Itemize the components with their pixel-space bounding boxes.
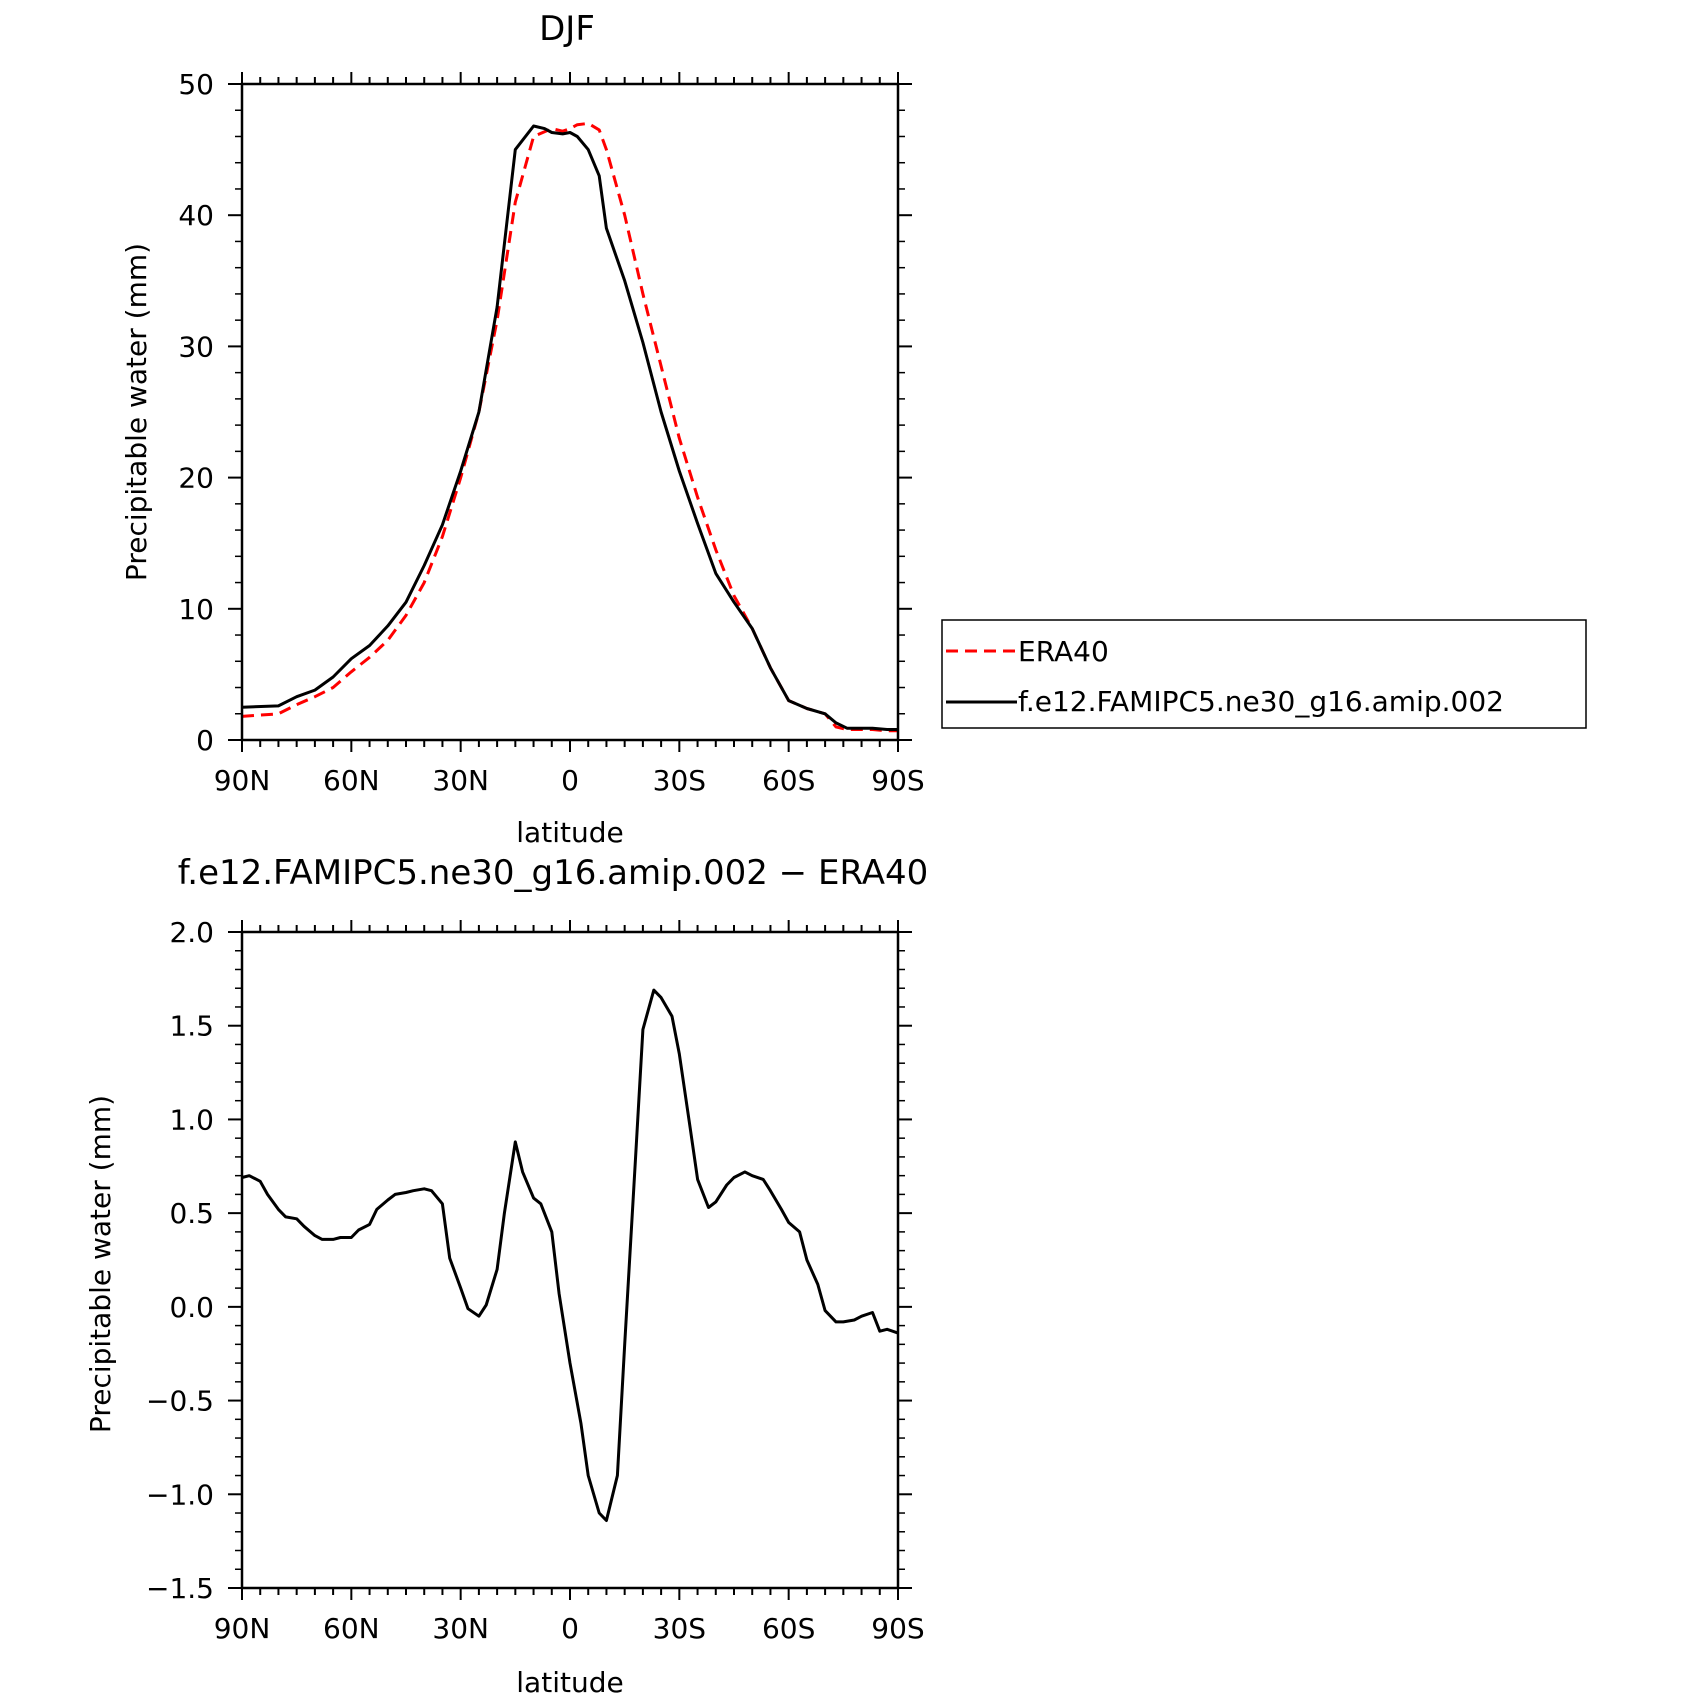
y-tick-label: 50 (178, 68, 214, 101)
x-tick-label: 60N (323, 1612, 380, 1645)
x-tick-label: 60S (762, 764, 815, 797)
legend-label-era40: ERA40 (1018, 635, 1109, 668)
y-tick-label: 0 (196, 724, 214, 757)
x-tick-label: 90S (871, 764, 924, 797)
y-tick-label: 1.5 (169, 1010, 214, 1043)
x-tick-label: 90N (214, 1612, 271, 1645)
bottom-panel-y-axis-label: Precipitable water (mm) (84, 1095, 117, 1433)
top-panel-x-axis-label: latitude (516, 816, 623, 849)
x-tick-label: 90N (214, 764, 271, 797)
y-tick-label: 20 (178, 462, 214, 495)
y-tick-label: −0.5 (146, 1385, 214, 1418)
bottom-panel-difference: f.e12.FAMIPC5.ne30_g16.amip.002 − ERA40 … (84, 853, 928, 1699)
legend-box (941, 619, 1587, 729)
y-tick-label: 30 (178, 330, 214, 363)
x-tick-label: 30N (432, 1612, 489, 1645)
y-tick-label: 2.0 (169, 916, 214, 949)
y-tick-label: 0.0 (169, 1291, 214, 1324)
y-tick-label: 40 (178, 199, 214, 232)
series-line-2 (241, 124, 898, 731)
x-tick-label: 0 (561, 764, 579, 797)
x-tick-label: 60S (762, 1612, 815, 1645)
top-panel-title: DJF (539, 9, 595, 49)
y-tick-label: 1.0 (169, 1103, 214, 1136)
x-tick-label: 90S (871, 1612, 924, 1645)
top-panel-y-tick-labels: 0 10 20 30 40 50 (178, 68, 214, 757)
top-panel-ticks (228, 72, 912, 752)
top-panel-x-tick-labels: 90N 60N 30N 0 30S 60S 90S (214, 764, 925, 797)
x-tick-label: 0 (561, 1612, 579, 1645)
bottom-panel-title: f.e12.FAMIPC5.ne30_g16.amip.002 − ERA40 (178, 853, 928, 893)
bottom-panel-x-axis-label: latitude (516, 1666, 623, 1699)
top-panel-plot-frame (240, 82, 900, 742)
x-tick-label: 30S (653, 764, 706, 797)
x-tick-label: 60N (323, 764, 380, 797)
y-tick-label: −1.5 (146, 1572, 214, 1605)
y-tick-label: −1.0 (146, 1478, 214, 1511)
bottom-panel-x-tick-labels: 90N 60N 30N 0 30S 60S 90S (214, 1612, 925, 1645)
legend-label-model: f.e12.FAMIPC5.ne30_g16.amip.002 (1018, 685, 1504, 718)
bottom-panel-ticks (228, 920, 912, 1600)
top-panel-series (241, 121, 898, 733)
bottom-panel-plot-frame (240, 930, 900, 1590)
x-tick-label: 30N (432, 764, 489, 797)
bottom-panel-y-tick-labels: −1.5 −1.0 −0.5 0.0 0.5 1.0 1.5 2.0 (146, 916, 214, 1605)
series-line-1 (241, 988, 899, 1522)
y-tick-label: 0.5 (169, 1197, 214, 1230)
series-line-1 (241, 121, 898, 733)
y-tick-label: 10 (178, 593, 214, 626)
x-tick-label: 30S (653, 1612, 706, 1645)
bottom-panel-series (241, 988, 899, 1522)
legend: ERA40 f.e12.FAMIPC5.ne30_g16.amip.002 (941, 619, 1587, 729)
top-panel-y-axis-label: Precipitable water (mm) (120, 243, 153, 581)
top-panel-djf: DJF 90N 60N 30N 0 30S 60S 90S 0 10 20 30 40 50 lati… (120, 9, 1587, 849)
